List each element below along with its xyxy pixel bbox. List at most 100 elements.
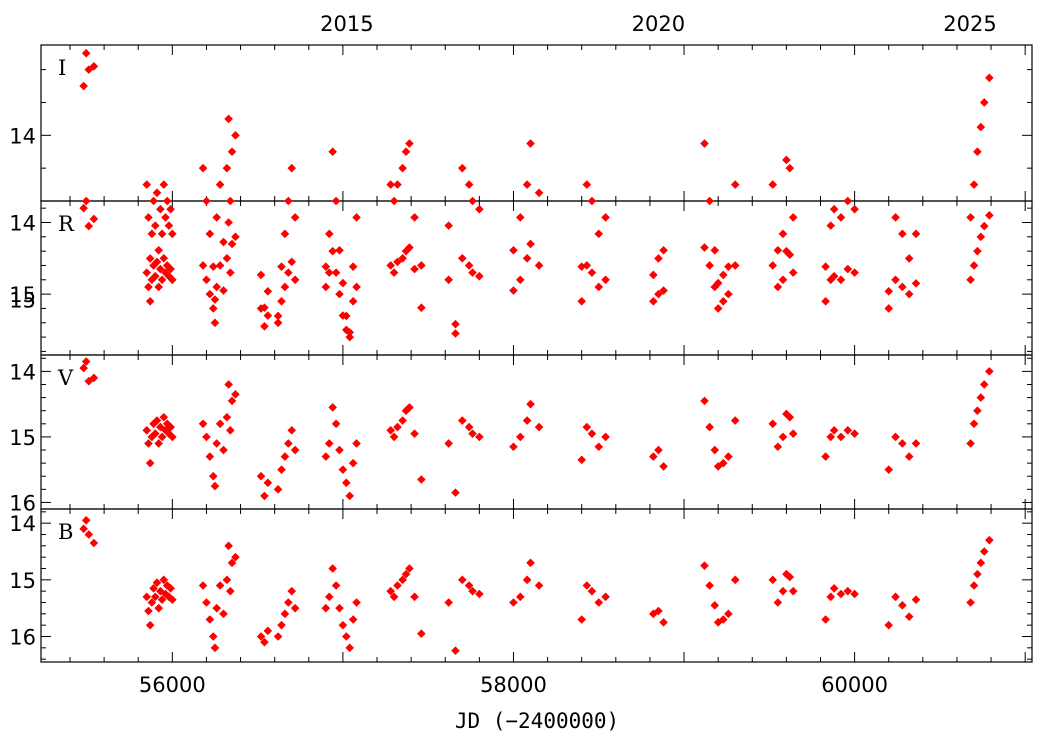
data-point-r	[468, 268, 477, 277]
y-tick-label-b: 15	[9, 569, 36, 593]
data-point-b	[79, 524, 88, 534]
data-point-i	[202, 196, 211, 206]
data-point-i	[81, 48, 91, 58]
data-point-r	[405, 243, 414, 252]
data-point-b	[410, 592, 419, 602]
data-point-i	[144, 213, 153, 222]
data-point-v	[212, 439, 221, 448]
data-point-v	[393, 422, 402, 432]
data-point-r	[227, 239, 237, 249]
data-point-i	[515, 213, 525, 222]
data-point-r	[166, 264, 175, 274]
data-point-b	[84, 530, 94, 539]
data-point-v	[911, 439, 921, 448]
data-point-b	[515, 592, 525, 602]
data-point-b	[166, 584, 175, 593]
data-point-b	[212, 603, 221, 613]
plot-frames	[40, 44, 1033, 663]
data-point-b	[227, 558, 237, 568]
data-point-b	[277, 620, 286, 630]
data-point-i	[393, 180, 402, 189]
data-point-b	[577, 615, 587, 624]
data-point-v	[328, 403, 337, 412]
data-point-b	[730, 575, 740, 585]
data-point-r	[587, 268, 597, 277]
data-point-r	[410, 264, 419, 274]
data-point-r	[208, 304, 218, 313]
data-point-r	[144, 282, 153, 292]
data-point-r	[284, 268, 293, 277]
data-point-i	[348, 262, 358, 271]
data-point-b	[979, 547, 989, 556]
data-point-b	[226, 586, 235, 596]
data-point-b	[393, 581, 402, 590]
data-point-b	[985, 535, 994, 545]
data-point-i	[321, 262, 331, 271]
data-point-i	[149, 196, 158, 206]
data-point-i	[338, 278, 348, 288]
data-point-b	[654, 606, 663, 616]
data-point-i	[985, 73, 994, 83]
data-point-i	[328, 147, 337, 157]
data-point-r	[979, 221, 989, 231]
data-point-i	[335, 245, 344, 255]
data-point-i	[710, 245, 720, 255]
data-point-b	[659, 618, 668, 627]
data-point-v	[231, 390, 240, 399]
data-point-i	[976, 122, 986, 132]
data-point-v	[966, 439, 975, 448]
data-point-b	[328, 564, 337, 573]
data-point-v	[202, 432, 211, 442]
data-point-r	[147, 275, 157, 285]
data-point-b	[159, 575, 169, 585]
data-point-b	[836, 589, 846, 599]
data-point-i	[219, 237, 228, 247]
data-point-i	[843, 196, 853, 206]
data-point-v	[324, 439, 334, 448]
band-label-v: V	[57, 366, 74, 390]
data-point-r	[417, 261, 426, 270]
data-point-i	[705, 196, 714, 206]
data-point-b	[145, 620, 155, 630]
data-point-b	[81, 516, 91, 525]
y-tick-label-v: 14	[9, 360, 36, 384]
data-point-r	[718, 296, 728, 306]
data-point-v	[843, 426, 853, 435]
data-point-v	[152, 416, 162, 425]
data-point-i	[145, 254, 155, 263]
data-point-i	[458, 163, 467, 173]
data-point-b	[705, 581, 714, 590]
data-point-v	[713, 462, 723, 471]
data-point-v	[577, 455, 587, 465]
data-point-i	[331, 196, 341, 206]
data-point-b	[324, 592, 334, 602]
data-point-r	[778, 275, 788, 285]
data-point-v	[773, 442, 783, 452]
data-point-i	[405, 139, 414, 148]
x-tick-label: 60000	[821, 673, 888, 697]
data-point-r	[338, 311, 348, 320]
data-point-i	[782, 155, 791, 165]
data-point-i	[154, 245, 163, 255]
data-point-r	[458, 254, 467, 263]
data-point-i	[768, 180, 778, 189]
panel-frame-i	[40, 44, 1033, 202]
data-point-r	[321, 282, 331, 292]
data-point-b	[219, 609, 228, 619]
data-point-b	[210, 643, 220, 653]
data-point-r	[202, 275, 211, 285]
data-point-i	[773, 245, 783, 255]
data-point-v	[405, 403, 414, 412]
data-point-b	[149, 584, 158, 593]
data-point-v	[287, 426, 297, 435]
x-tick-label: 58000	[480, 673, 547, 697]
data-point-b	[850, 589, 859, 599]
y-tick-label-v: 16	[9, 491, 36, 515]
data-point-i	[215, 180, 225, 189]
data-point-r	[348, 296, 358, 306]
data-point-r	[705, 261, 714, 270]
data-point-i	[161, 213, 170, 222]
data-point-v	[215, 419, 225, 429]
data-point-b	[352, 598, 361, 607]
